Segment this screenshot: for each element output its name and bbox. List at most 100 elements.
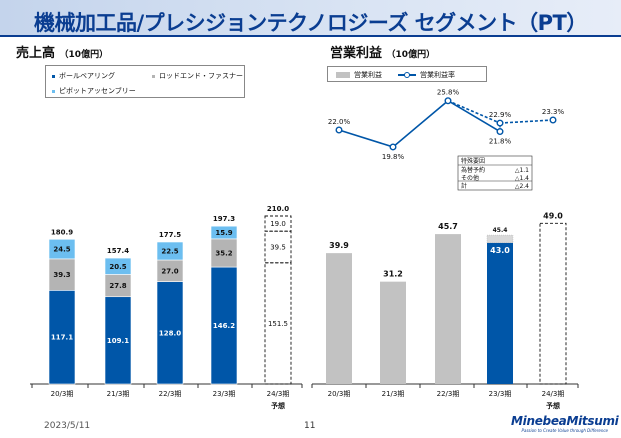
sales-value-label: 27.8 [109,282,126,290]
brand-logo: MinebeaMitsumi Passion to Create Value t… [511,414,619,433]
special-factors-row-value: △1.4 [515,175,529,182]
special-factors-title: 特殊要因 [461,157,485,165]
op-value-label: 43.0 [490,246,510,255]
sales-total-label: 180.9 [51,228,73,236]
legend-label: 営業利益率 [420,71,455,79]
sales-bar-segment [210,225,238,240]
op-margin-forecast-line [499,119,554,124]
legend-swatch [52,89,55,93]
sales-heading: 売上高 （10億円） [16,42,108,61]
sales-value-label: 117.1 [51,334,73,342]
op-margin-point [496,128,504,136]
op-margin-label: 25.8% [437,89,460,97]
sales-bar-segment [156,241,184,261]
sales-value-label: 15.9 [215,229,232,237]
sales-bar-segment [48,238,76,260]
op-margin-label: 19.8% [382,153,405,161]
sales-value-label: 39.3 [53,271,70,279]
page-title: 機械加工品/プレシジョンテクノロジーズ セグメント（PT） [34,11,587,35]
sales-value-label: 24.5 [53,246,70,254]
sales-bar-segment [156,281,184,385]
legend-op-profit: 営業利益 [336,70,382,80]
op-bar [380,281,406,384]
op-category-label: 23/3期 [489,390,512,398]
sales-heading-unit: （10億円） [59,50,109,60]
special-factors-row-label: 為替予約 [461,166,485,174]
op-category-label: 20/3期 [328,390,351,398]
sales-total-label: 177.5 [159,231,181,239]
op-bar [326,253,352,384]
op-value-label: 39.9 [329,241,349,250]
brand-tagline: Passion to Create Value through Differen… [521,428,609,433]
special-factors-row-value: △2.4 [515,183,529,190]
op-margin-point [549,116,557,124]
sales-bar-segment [210,266,238,385]
op-margin-adjusted-point [496,119,504,127]
legend-label: ピボットアッセンブリー [59,87,136,95]
op-bar [435,234,461,384]
sales-category-label: 21/3期 [107,390,130,398]
sales-value-label: 20.5 [109,263,126,271]
op-profit-legend: 営業利益 営業利益率 [327,66,487,82]
legend-line-marker [398,71,416,79]
sales-value-label: 35.2 [215,249,232,257]
op-category-label: 22/3期 [437,390,460,398]
legend-swatch [152,74,155,78]
brand-name: MinebeaMitsumi [511,414,619,428]
sales-forecast-segment [264,215,292,232]
sales-total-label: 197.3 [213,215,235,223]
op-adjusted-label: 45.4 [493,227,508,234]
sales-category-label: 20/3期 [51,390,74,398]
sales-value-label: 109.1 [107,337,129,345]
op-margin-adjusted-line [447,100,501,124]
page-number: 11 [304,421,316,431]
legend-op-margin: 営業利益率 [398,70,455,80]
special-factors-row-label: その他 [461,174,479,182]
op-category-label: 21/3期 [382,390,405,398]
op-value-label: 31.2 [383,270,403,279]
sales-category-label: 24/3期 [267,390,290,398]
op-bar [487,242,513,384]
sales-total-label: 210.0 [267,205,289,213]
sales-value-label: 22.5 [161,248,178,256]
legend-swatch [52,74,55,78]
op-margin-point [335,126,343,134]
op-profit-heading: 営業利益 （10億円） [330,42,435,61]
op-forecast-note: 予想 [546,401,560,410]
sales-category-label: 22/3期 [159,390,182,398]
sales-bar-segment [104,257,132,275]
sales-forecast-note: 予想 [271,401,285,410]
op-value-label: 45.7 [438,222,458,231]
sales-legend: ボールベアリング ロッドエンド・ファスナー ピボットアッセンブリー [45,65,245,98]
legend-label: 営業利益 [354,71,382,79]
op-margin-label: 23.3% [542,108,565,116]
legend-ball-bearing: ボールベアリング [52,71,115,81]
legend-pivot: ピボットアッセンブリー [52,86,136,96]
special-factors-box [457,155,533,191]
title-bar: 機械加工品/プレシジョンテクノロジーズ セグメント（PT） [0,0,621,37]
op-margin-line [338,99,501,148]
legend-rod-end: ロッドエンド・ファスナー [152,71,243,81]
special-factors-row-label: 計 [461,182,467,190]
sales-value-label: 146.2 [213,322,235,330]
op-value-label: 49.0 [543,211,563,220]
sales-bar-segment [104,296,132,385]
op-forecast-bar [539,222,567,385]
special-factors-row-value: △1.1 [515,167,529,174]
sales-value-label: 39.5 [270,244,286,252]
op-category-label: 24/3期 [542,390,565,398]
op-margin-point [389,143,397,151]
sales-heading-text: 売上高 [16,46,56,61]
sales-value-label: 19.0 [270,220,286,228]
sales-total-label: 157.4 [107,247,129,255]
legend-label: ボールベアリング [59,72,115,80]
op-margin-label: 21.8% [489,138,512,146]
sales-forecast-segment [264,230,292,264]
sales-value-label: 27.0 [161,267,178,275]
op-margin-point [444,97,452,105]
op-profit-heading-unit: （10億円） [386,50,436,60]
legend-label: ロッドエンド・ファスナー [159,72,243,80]
sales-value-label: 151.5 [268,320,288,328]
sales-value-label: 128.0 [159,329,181,337]
